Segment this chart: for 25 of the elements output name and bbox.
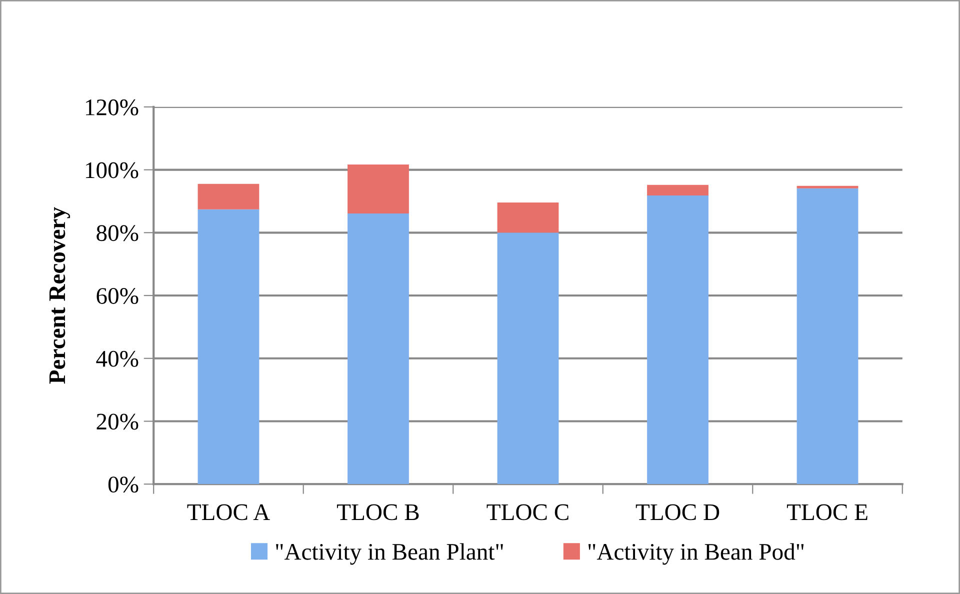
bar — [348, 213, 409, 484]
y-tick-label: 40% — [96, 350, 138, 367]
bar — [647, 184, 708, 196]
bar — [497, 232, 559, 484]
bar — [796, 188, 858, 484]
bar — [647, 196, 708, 484]
x-tick-label: TLOC A — [187, 504, 270, 520]
x-tick-label: TLOC E — [786, 504, 868, 520]
legend-label: "Activity in Bean Pod" — [588, 543, 804, 565]
y-tick-label: 80% — [96, 225, 138, 242]
x-tick-label: TLOC D — [636, 504, 720, 520]
y-axis-title: Percent Recovery — [49, 207, 70, 384]
bar — [198, 209, 260, 484]
y-tick-label: 0% — [108, 476, 138, 493]
y-tick-label: 20% — [96, 414, 138, 430]
bar — [198, 184, 260, 210]
y-tick-label: 100% — [86, 162, 138, 178]
x-tick-label: TLOC B — [337, 504, 419, 520]
y-tick-label: 120% — [86, 99, 138, 116]
bar — [348, 164, 409, 214]
y-tick-label: 60% — [96, 288, 138, 304]
x-tick-label: TLOC C — [486, 504, 568, 520]
legend-label: "Activity in Bean Plant" — [276, 543, 503, 565]
bar — [497, 202, 559, 233]
bar — [796, 186, 858, 188]
